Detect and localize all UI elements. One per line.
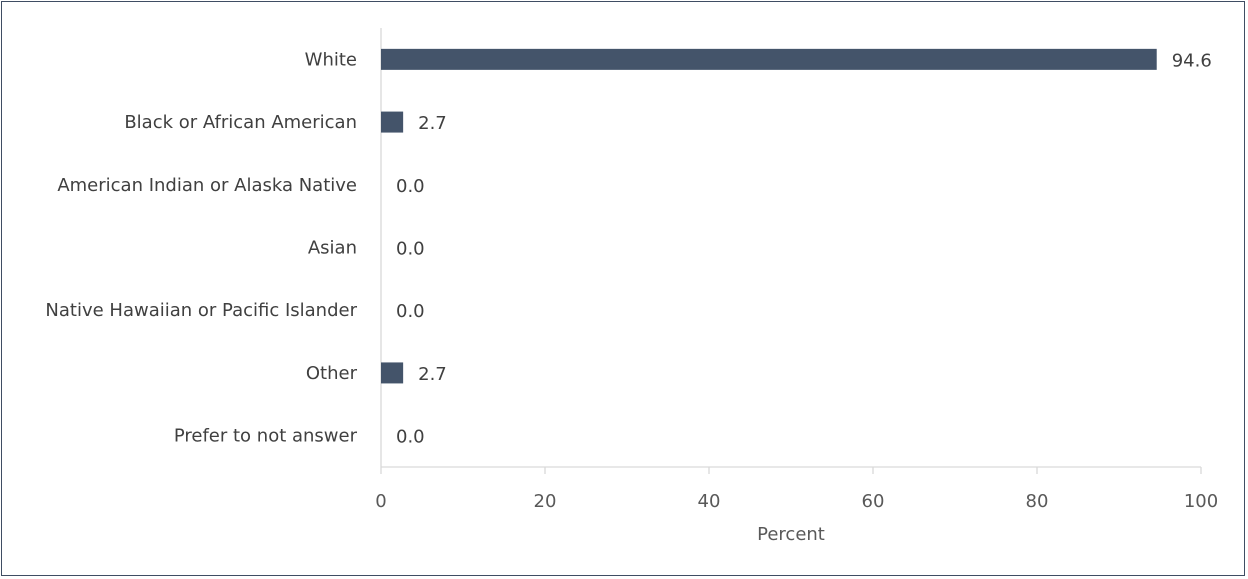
value-label: 0.0	[396, 176, 425, 197]
value-label: 0.0	[396, 301, 425, 322]
bar-1	[381, 111, 404, 133]
category-labels: White Black or African American American I…	[45, 49, 357, 446]
category-label: Native Hawaiian or Pacific Islander	[45, 300, 357, 321]
x-tick-label: 80	[1026, 491, 1049, 512]
x-axis-title: Percent	[757, 524, 825, 545]
category-label: Prefer to not answer	[174, 426, 358, 447]
value-label: 0.0	[396, 427, 425, 448]
bars-group	[381, 48, 1157, 384]
x-tick-label: 40	[698, 491, 721, 512]
bar-0	[381, 48, 1157, 70]
category-label: Asian	[308, 238, 357, 259]
value-label: 0.0	[396, 239, 425, 260]
category-label: American Indian or Alaska Native	[57, 175, 357, 196]
x-tick-label: 20	[534, 491, 557, 512]
value-label: 2.7	[418, 364, 447, 385]
category-label: Black or African American	[124, 112, 357, 133]
value-labels: 94.6 2.7 0.0 0.0 0.0 2.7 0.0	[396, 50, 1212, 447]
value-label: 2.7	[418, 113, 447, 134]
x-tick-label: 100	[1184, 491, 1218, 512]
value-label: 94.6	[1172, 50, 1212, 71]
category-label: White	[305, 49, 357, 70]
bar-5	[381, 362, 404, 384]
category-label: Other	[306, 363, 358, 384]
x-tick-label: 0	[375, 491, 386, 512]
x-tick-label: 60	[862, 491, 885, 512]
x-axis-tick-labels: 0 20 40 60 80 100	[375, 491, 1218, 512]
x-axis-ticks	[380, 467, 1202, 474]
